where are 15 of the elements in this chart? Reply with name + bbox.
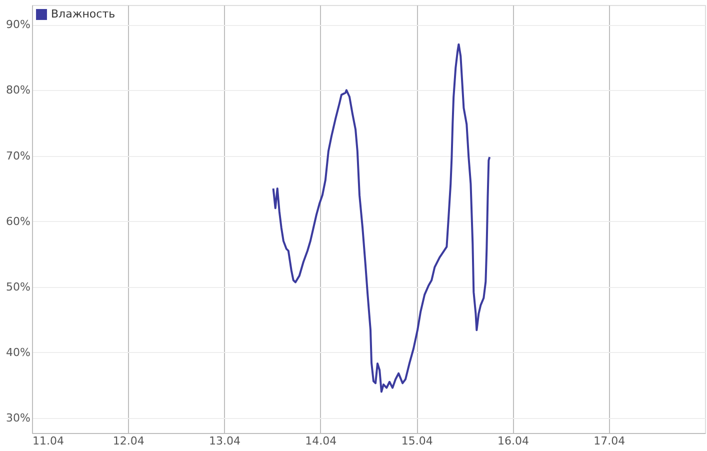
legend-label: Влажность [51,8,116,20]
x-tick-label: 17.04 [594,434,626,448]
y-tick-label: 40% [6,346,30,359]
x-tick-label: 13.04 [209,434,241,448]
x-tick-label: 14.04 [305,434,337,448]
y-tick-label: 70% [6,149,30,162]
y-tick-label: 90% [6,18,30,32]
x-tick-label: 11.04 [32,434,64,448]
y-tick-label: 30% [6,411,30,424]
x-tick-label: 12.04 [112,434,144,448]
y-tick-label: 50% [6,280,30,294]
x-tick-label: 16.04 [497,434,529,448]
y-tick-label: 60% [6,214,30,228]
x-tick-label: 15.04 [401,434,433,448]
y-tick-label: 80% [6,84,30,97]
